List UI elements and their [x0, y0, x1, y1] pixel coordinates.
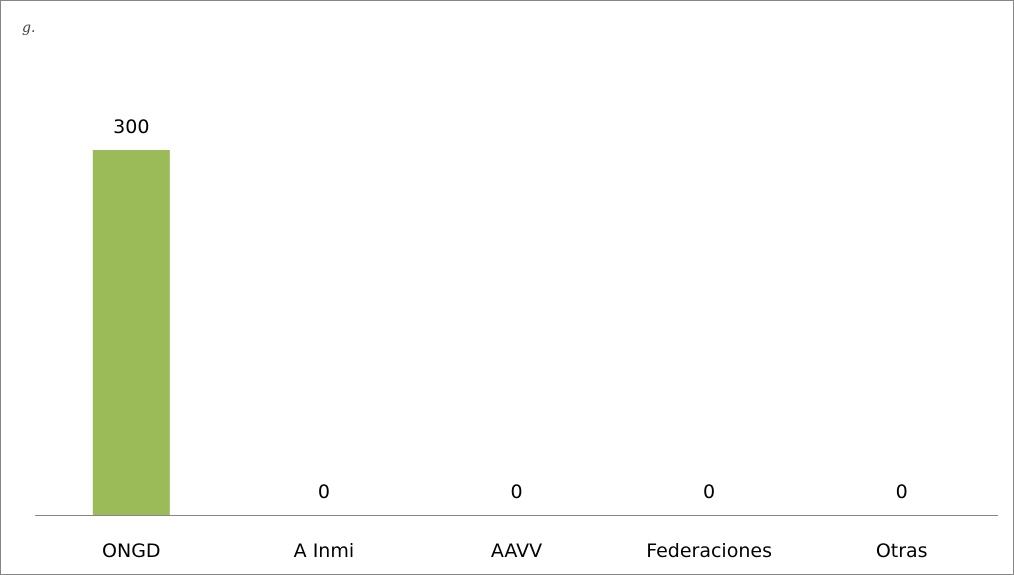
data-label: 0 [896, 481, 908, 503]
data-label: 0 [510, 481, 522, 503]
x-tick-label: A Inmi [294, 540, 354, 562]
data-label: 300 [113, 116, 149, 138]
corner-label: g. [22, 20, 36, 36]
x-tick-label: Federaciones [646, 540, 772, 562]
bars-group [92, 150, 170, 515]
data-label: 0 [318, 481, 330, 503]
data-label: 0 [703, 481, 715, 503]
x-tick-label: ONGD [102, 540, 161, 562]
x-tick-labels-group: ONGD A Inmi AAVV Federaciones Otras [102, 540, 928, 562]
x-tick-label: AAVV [491, 540, 542, 562]
bar-ongd [92, 150, 170, 515]
x-tick-label: Otras [876, 540, 928, 562]
data-labels-group: 300 0 0 0 0 [113, 116, 908, 503]
